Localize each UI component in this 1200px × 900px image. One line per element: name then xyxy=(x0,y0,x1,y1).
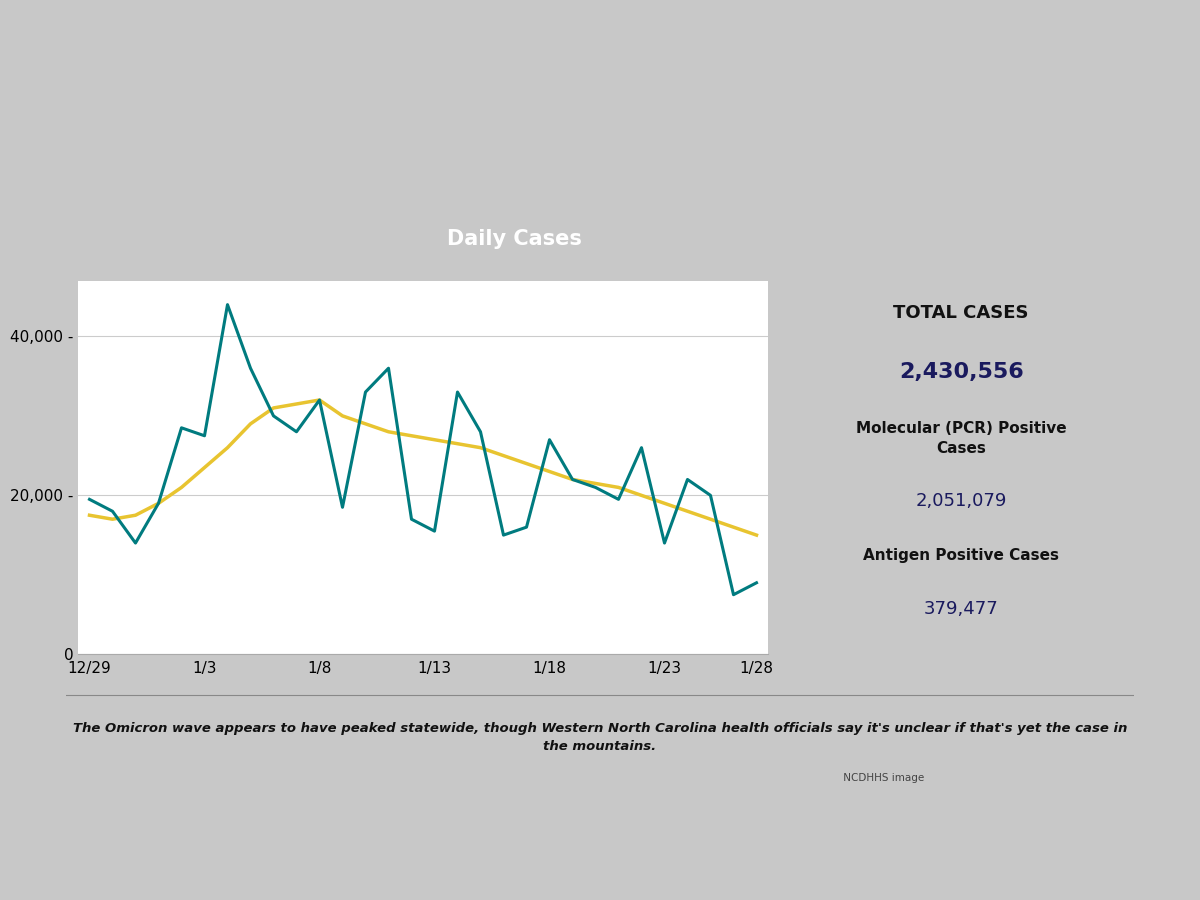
Text: Molecular (PCR) Positive
Cases: Molecular (PCR) Positive Cases xyxy=(856,421,1067,456)
Text: 2,051,079: 2,051,079 xyxy=(916,492,1007,510)
Text: NCDHHS image: NCDHHS image xyxy=(840,773,924,783)
Text: Daily Cases: Daily Cases xyxy=(448,230,582,249)
Text: 2,430,556: 2,430,556 xyxy=(899,362,1024,382)
Text: TOTAL CASES: TOTAL CASES xyxy=(894,304,1028,322)
Text: The Omicron wave appears to have peaked statewide, though Western North Carolina: The Omicron wave appears to have peaked … xyxy=(73,722,1127,753)
Text: Antigen Positive Cases: Antigen Positive Cases xyxy=(863,548,1060,562)
Text: 379,477: 379,477 xyxy=(924,600,998,618)
